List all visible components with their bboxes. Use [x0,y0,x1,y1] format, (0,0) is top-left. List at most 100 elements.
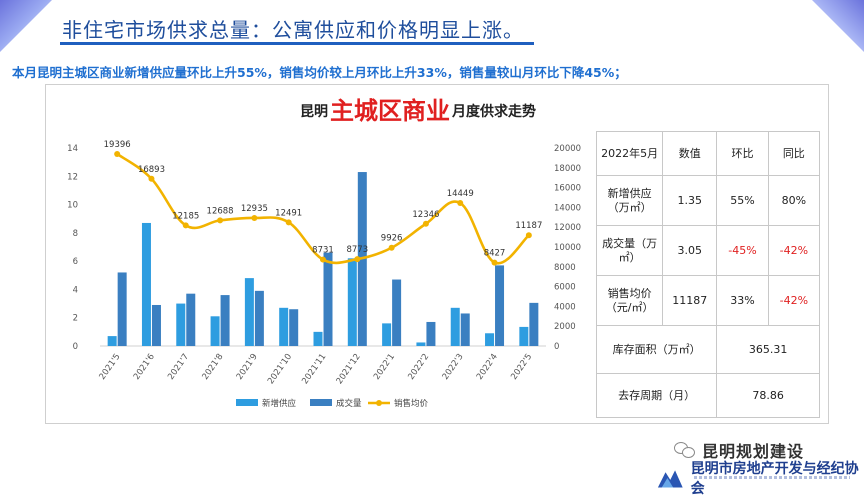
corner-decoration-left [0,0,52,52]
left-axis-tick-label: 2 [73,314,78,324]
bar-deals [186,293,196,346]
stats-value-cycle: 78.86 [716,373,820,418]
left-axis-tick-label: 12 [67,172,78,182]
x-tick-label: 2021'10 [266,352,294,386]
legend-swatch-deals [310,399,332,406]
price-data-label: 12491 [275,208,302,218]
price-point [422,220,429,227]
x-tick-label: 2021'5 [98,352,123,382]
bar-supply [141,222,151,346]
bar-supply [210,316,220,346]
stats-yoy-supply: 80% [767,175,821,226]
bar-deals [426,321,436,346]
bar-supply [485,333,495,346]
left-axis-tick-label: 10 [67,201,78,211]
chart-title-suffix: 月度供求走势 [452,104,536,120]
bar-deals [117,272,127,346]
chart-title-prefix: 昆明 [300,104,328,120]
stats-value-inventory: 365.31 [716,325,820,374]
stats-label-inventory: 库存面积（万㎡） [595,325,718,374]
bar-supply [450,307,460,346]
price-point [285,219,292,226]
price-data-label: 14449 [447,189,474,199]
legend-label-supply: 新增供应 [262,398,297,409]
stats-label-supply: 新增供应（万㎡） [595,175,664,226]
price-point [388,244,395,251]
x-tick-label: 2021'8 [200,352,225,382]
page-title: 非住宅市场供求总量：公寓供应和价格明显上涨。 [62,18,524,42]
legend-label-price: 销售均价 [394,398,429,409]
x-tick-label: 2021'9 [235,352,260,382]
bar-deals [289,309,299,346]
x-tick-label: 2022'5 [509,352,534,382]
price-point [457,199,464,206]
org-subtitle-decoration [694,476,850,479]
right-axis-tick-label: 6000 [554,283,576,293]
left-axis-tick-label: 0 [73,342,78,352]
bar-supply [347,258,357,346]
chart-title: 昆明 主城区商业 月度供求走势 [300,94,536,124]
right-axis-tick-label: 16000 [554,184,581,194]
price-data-label: 19396 [104,140,131,150]
stats-yoy-price: -42% [767,275,821,326]
bar-supply [313,331,323,346]
bar-deals [254,290,264,346]
stats-label-deals: 成交量（万㎡） [595,225,664,276]
stats-mom-price: 33% [716,275,769,326]
price-data-label: 8731 [312,246,334,256]
right-axis-tick-label: 0 [554,342,559,352]
price-data-label: 8427 [484,249,506,259]
right-axis-tick-label: 18000 [554,164,581,174]
price-data-label: 9926 [381,234,403,244]
x-tick-label: 2021'12 [335,352,363,386]
watermark-account: 昆明规划建设 [674,438,804,462]
left-axis-tick-label: 14 [67,144,78,154]
stats-mom-deals: -45% [716,225,769,276]
x-tick-label: 2022'4 [475,352,500,382]
legend-swatch-supply [236,399,258,406]
right-axis-tick-label: 14000 [554,203,581,213]
bar-deals [392,279,402,346]
left-axis-tick-label: 6 [73,257,78,267]
price-point [320,256,326,263]
right-axis-tick-label: 4000 [554,302,576,312]
stats-value-price: 11187 [662,275,718,326]
x-tick-label: 2021'6 [132,352,157,382]
stats-table: 2022年5月 数值 环比 同比 新增供应（万㎡） 1.35 55% 80% 成… [595,131,821,418]
left-axis-tick-label: 8 [73,229,78,239]
stats-header-period: 2022年5月 [595,131,664,176]
stats-row-deals: 成交量（万㎡） 3.05 -45% -42% [595,225,821,276]
price-data-label: 12935 [241,204,268,214]
stats-row-supply: 新增供应（万㎡） 1.35 55% 80% [595,175,821,226]
wechat-icon [674,442,696,458]
summary-text: 本月昆明主城区商业新增供应量环比上升55%，销售均价较上月环比上升33%，销售量… [12,65,627,80]
legend-marker-price [376,400,382,406]
x-tick-label: 2021'7 [166,352,191,382]
stats-value-deals: 3.05 [662,225,718,276]
chart-title-highlight: 主城区商业 [330,97,450,125]
x-tick-label: 2022'1 [372,352,397,382]
bar-supply [416,342,426,346]
right-axis-tick-label: 10000 [554,243,581,253]
stats-header-yoy: 同比 [767,131,821,176]
stats-header-row: 2022年5月 数值 环比 同比 [595,131,821,176]
bar-supply [176,303,186,346]
price-data-label: 12688 [207,206,234,216]
price-point [491,259,498,266]
right-axis-tick-label: 20000 [554,144,581,154]
bar-deals [460,313,470,346]
corner-decoration-right [812,0,864,52]
stats-row-inventory: 库存面积（万㎡） 365.31 [595,325,820,374]
price-point [148,175,155,182]
bar-deals [495,265,505,346]
bar-deals [323,252,333,346]
price-point [251,214,258,221]
stats-header-value: 数值 [662,131,718,176]
bar-supply [244,278,254,346]
bar-deals [151,304,161,346]
right-axis-tick-label: 8000 [554,263,576,273]
bar-deals [220,295,230,346]
right-axis-tick-label: 12000 [554,223,581,233]
legend-label-deals: 成交量 [336,398,362,409]
price-data-label: 11187 [515,221,542,231]
